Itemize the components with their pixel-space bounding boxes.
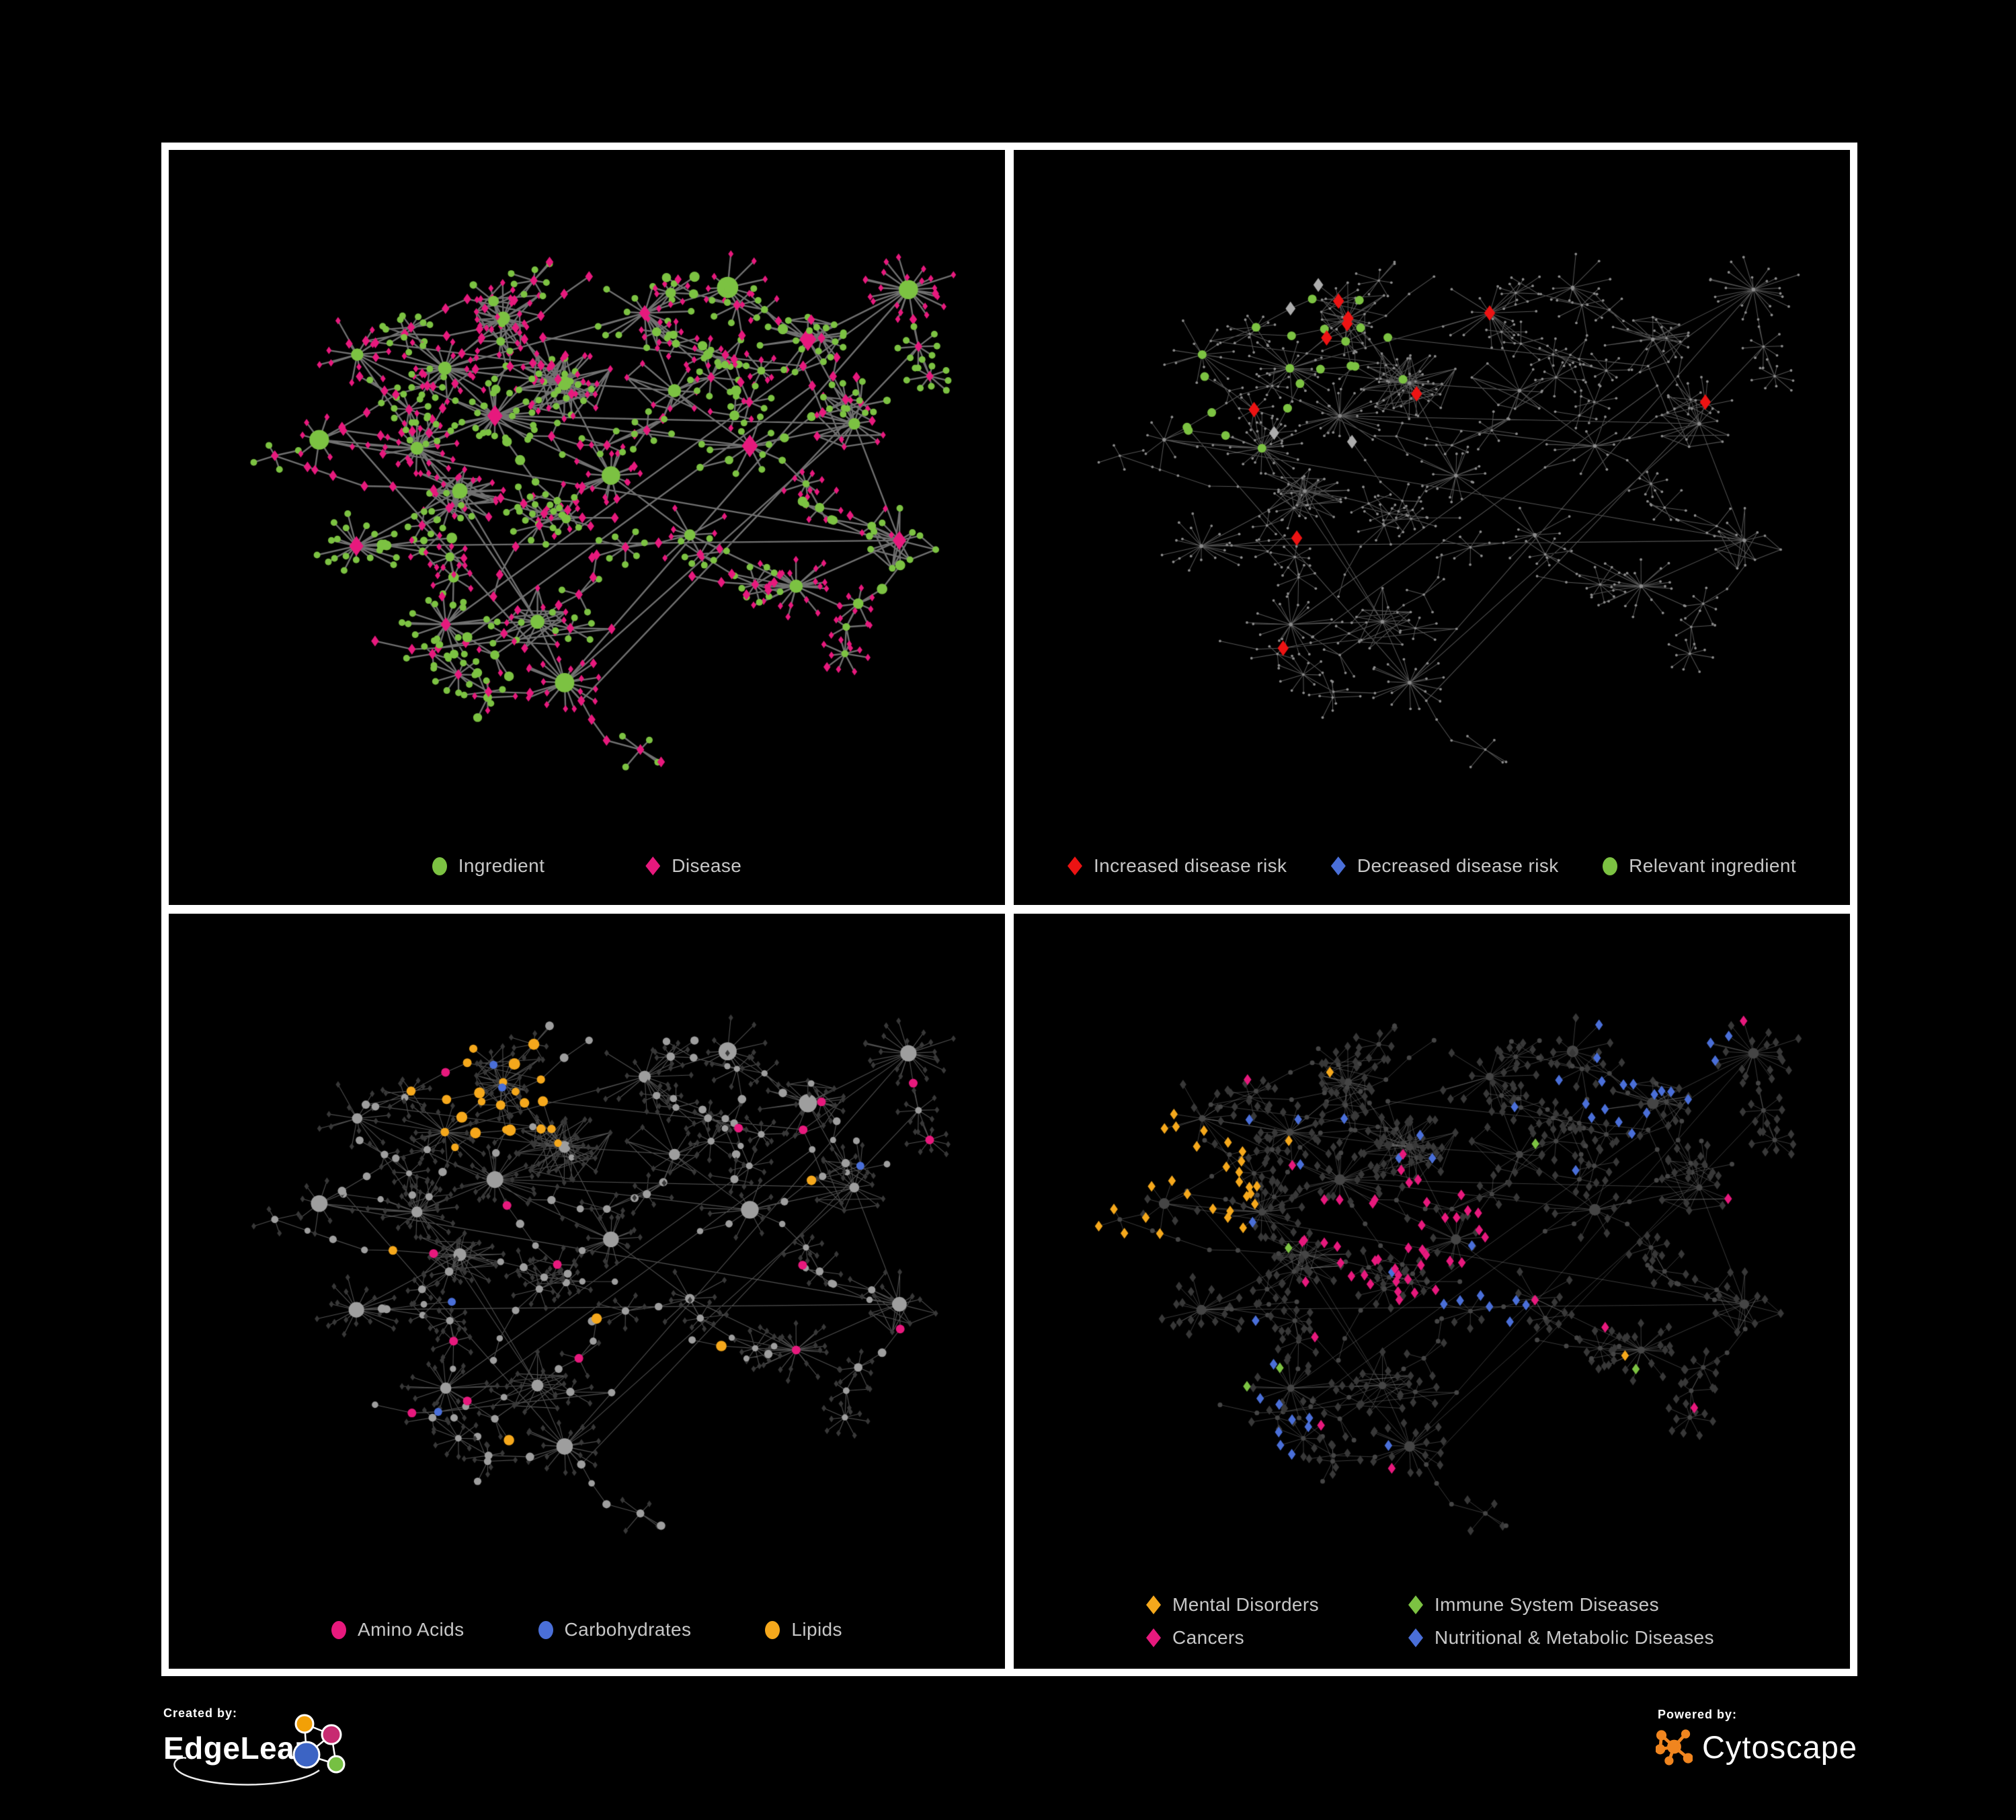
mental-disorders-diamond-marker-icon: [1146, 1595, 1161, 1614]
legend-disease-risk: Increased disease risk Decreased disease…: [1014, 855, 1850, 877]
legend-label: Carbohydrates: [564, 1619, 692, 1640]
lipids-circle-marker-icon: [765, 1620, 780, 1639]
panel-disease-classes: Mental Disorders Immune System Diseases …: [1014, 914, 1850, 1669]
created-by-label: Created by:: [163, 1706, 238, 1720]
legend-item: Nutritional & Metabolic Diseases: [1408, 1627, 1823, 1649]
ingredient-classes-network-canvas: [169, 914, 1005, 1669]
legend-disease-classes: Mental Disorders Immune System Diseases …: [1146, 1594, 1823, 1649]
ingredient-disease-network-canvas: [169, 150, 1005, 905]
immune-system-diamond-marker-icon: [1408, 1595, 1423, 1614]
legend-item: Carbohydrates: [538, 1619, 692, 1640]
legend-item: Immune System Diseases: [1408, 1594, 1823, 1616]
legend-item: Ingredient: [432, 855, 545, 877]
amino-acids-circle-marker-icon: [331, 1620, 347, 1639]
cancers-diamond-marker-icon: [1146, 1628, 1161, 1647]
legend-label: Lipids: [791, 1619, 842, 1640]
legend-item: Decreased disease risk: [1330, 855, 1559, 877]
disease-diamond-marker-icon: [645, 857, 661, 875]
ingredient-circle-marker-icon: [432, 857, 447, 875]
legend-label: Ingredient: [458, 855, 545, 876]
cytoscape-logo-icon: [1656, 1729, 1693, 1766]
legend-ingredient-disease: Ingredient Disease: [169, 855, 1005, 877]
decreased-risk-diamond-marker-icon: [1330, 857, 1346, 875]
legend-label: Increased disease risk: [1094, 855, 1287, 876]
legend-label: Disease: [672, 855, 742, 876]
legend-item: Amino Acids: [331, 1619, 464, 1640]
legend-label: Decreased disease risk: [1357, 855, 1559, 876]
created-by-credit: Created by: EdgeLeap: [163, 1706, 385, 1794]
legend-item: Increased disease risk: [1067, 855, 1287, 877]
legend-label: Mental Disorders: [1172, 1594, 1320, 1615]
legend-item: Mental Disorders: [1146, 1594, 1408, 1616]
disease-risk-network-canvas: [1014, 150, 1850, 905]
edgeleap-wordmark: EdgeLeap: [163, 1731, 314, 1766]
disease-classes-network-canvas: [1014, 914, 1850, 1669]
cytoscape-wordmark: Cytoscape: [1701, 1729, 1857, 1765]
powered-by-label: Powered by:: [1658, 1708, 1738, 1721]
increased-risk-diamond-marker-icon: [1067, 857, 1082, 875]
panel-ingredient-classes: Amino Acids Carbohydrates Lipids: [169, 914, 1005, 1669]
legend-ingredient-classes: Amino Acids Carbohydrates Lipids: [169, 1619, 1005, 1640]
relevant-ingredient-circle-marker-icon: [1603, 857, 1618, 875]
legend-label: Immune System Diseases: [1435, 1594, 1660, 1615]
legend-item: Relevant ingredient: [1603, 855, 1796, 877]
legend-item: Lipids: [765, 1619, 842, 1640]
network-figure-grid: Ingredient Disease Increased disease ris…: [161, 143, 1857, 1676]
nutritional-metabolic-diamond-marker-icon: [1408, 1628, 1423, 1647]
legend-label: Cancers: [1172, 1627, 1245, 1648]
legend-label: Relevant ingredient: [1629, 855, 1796, 876]
panel-ingredient-disease: Ingredient Disease: [169, 150, 1005, 905]
legend-label: Nutritional & Metabolic Diseases: [1435, 1627, 1714, 1648]
powered-by-credit: Powered by: Cytoscape: [1656, 1708, 1857, 1788]
legend-item: Disease: [645, 855, 741, 877]
carbohydrates-circle-marker-icon: [538, 1620, 553, 1639]
legend-label: Amino Acids: [358, 1619, 465, 1640]
legend-item: Cancers: [1146, 1627, 1408, 1649]
panel-disease-risk: Increased disease risk Decreased disease…: [1014, 150, 1850, 905]
